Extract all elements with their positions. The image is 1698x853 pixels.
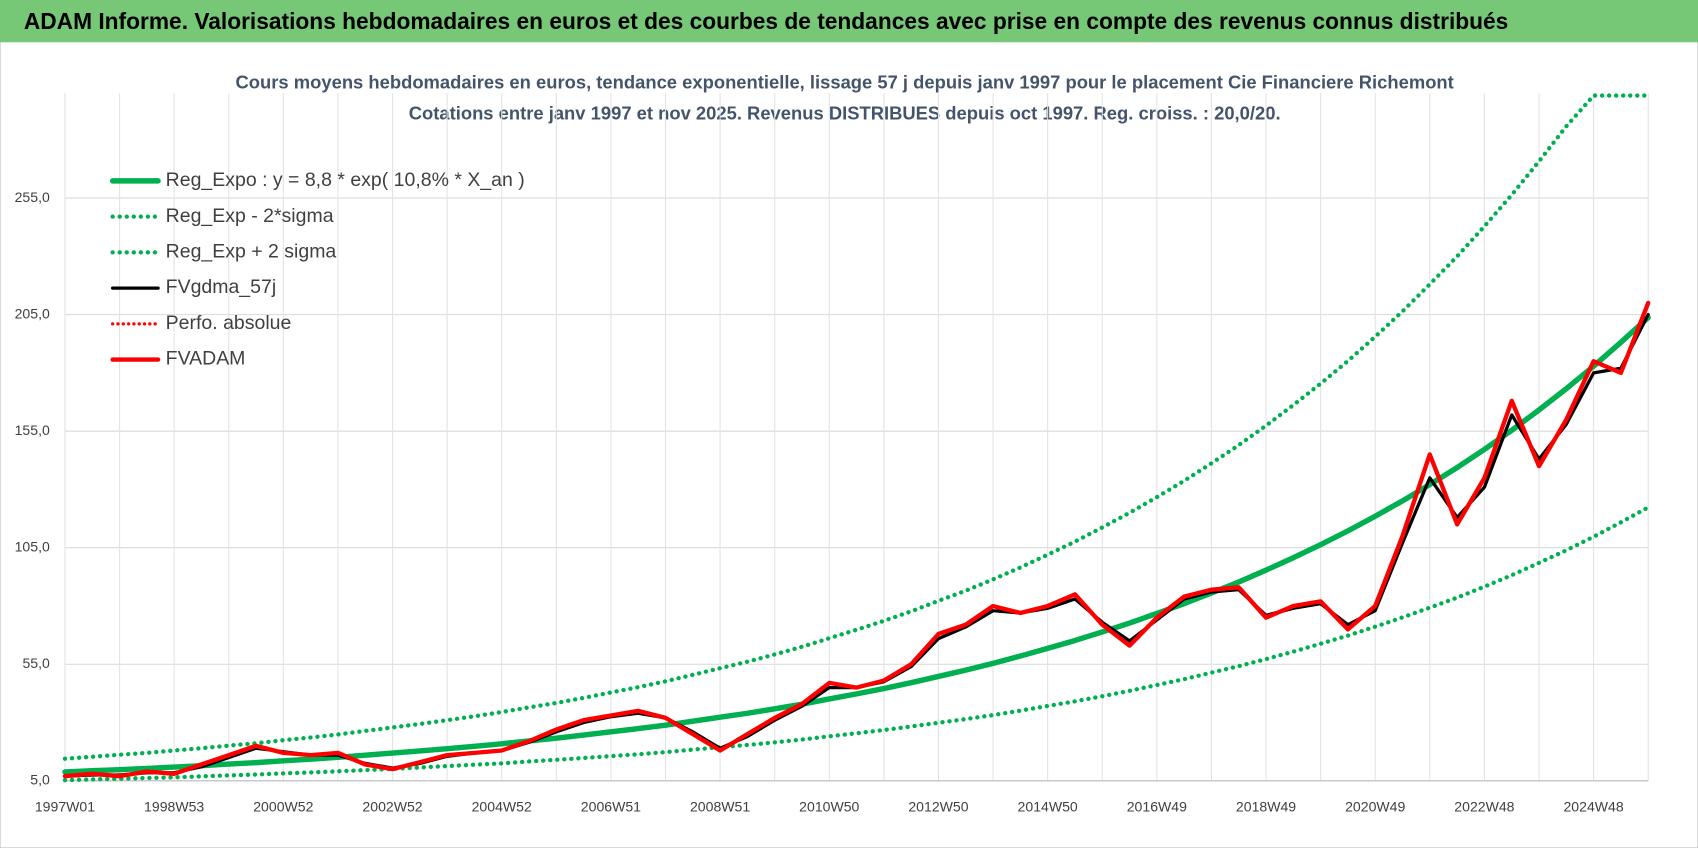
series-line xyxy=(62,300,1651,779)
x-tick-label: 2014W50 xyxy=(1018,799,1078,815)
y-tick-label: 105,0 xyxy=(15,538,50,554)
x-tick-label: 2020W49 xyxy=(1345,799,1405,815)
x-tick-label: 1998W53 xyxy=(144,799,204,815)
header-title: ADAM Informe. Valorisations hebdomadaire… xyxy=(24,8,1509,34)
plot xyxy=(62,93,1651,783)
x-tick-label: 2008W51 xyxy=(690,799,750,815)
legend-label: Reg_Exp - 2*sigma xyxy=(166,205,334,227)
x-tick-label: 1997W01 xyxy=(35,799,95,815)
x-tick-label: 2010W50 xyxy=(799,799,859,815)
chart-subtitle: Cotations entre janv 1997 et nov 2025. R… xyxy=(409,103,1281,124)
y-tick-label: 255,0 xyxy=(15,189,50,205)
x-tick-label: 2024W48 xyxy=(1563,799,1623,815)
y-tick-label: 55,0 xyxy=(22,655,50,671)
header-bar xyxy=(0,0,1698,43)
legend: Reg_Expo : y = 8,8 * exp( 10,8% * X_an )… xyxy=(109,169,525,370)
chart-title: Cours moyens hebdomadaires en euros, ten… xyxy=(236,71,1454,92)
legend-label: FVADAM xyxy=(166,348,246,370)
x-tick-label: 2004W52 xyxy=(472,799,532,815)
legend-label: Perfo. absolue xyxy=(166,312,292,334)
legend-label: Reg_Expo : y = 8,8 * exp( 10,8% * X_an ) xyxy=(166,169,525,191)
y-tick-label: 155,0 xyxy=(15,422,50,438)
x-tick-label: 2016W49 xyxy=(1127,799,1187,815)
x-tick-label: 2022W48 xyxy=(1454,799,1514,815)
legend-label: Reg_Exp + 2 sigma xyxy=(166,241,337,263)
y-tick-label: 5,0 xyxy=(30,772,50,788)
x-tick-label: 2000W52 xyxy=(253,799,313,815)
x-tick-label: 2012W50 xyxy=(908,799,968,815)
legend-label: FVgdma_57j xyxy=(166,276,276,298)
x-tick-label: 2006W51 xyxy=(581,799,641,815)
series-line xyxy=(62,93,1651,761)
x-tick-label: 2018W49 xyxy=(1236,799,1296,815)
grid: 5,0 55,0 105,0 155,0 205,0 255,0 1997W01 1998W5… xyxy=(15,93,1649,815)
series-line xyxy=(62,314,1651,775)
y-tick-label: 205,0 xyxy=(15,305,50,321)
series-line xyxy=(62,505,1651,783)
x-tick-label: 2002W52 xyxy=(362,799,422,815)
